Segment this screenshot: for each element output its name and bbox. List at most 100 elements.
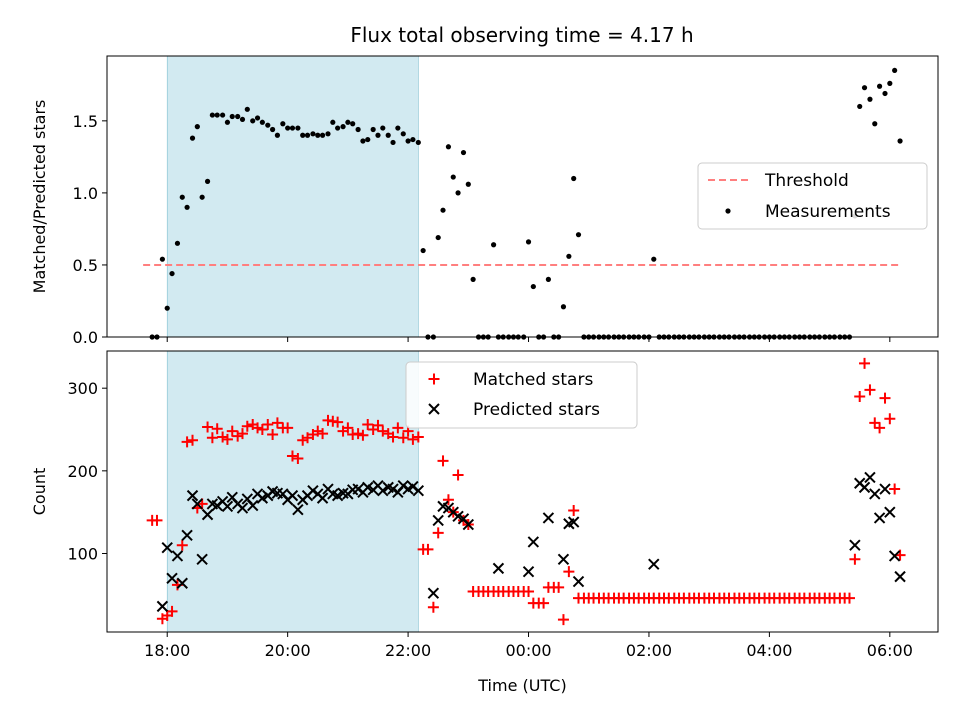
matched-point [297,434,309,446]
measurement-point [490,242,497,248]
matched-point [884,413,896,425]
y-axis-label: Matched/Predicted stars [30,100,49,294]
measurement-point [571,175,577,182]
matched-point [879,392,891,404]
predicted-point [161,541,173,554]
measurement-point [460,149,467,156]
x-tick-label: 04:00 [746,641,792,660]
matched-point [352,428,364,440]
measurement-point [345,119,351,125]
predicted-point [462,518,475,531]
matched-point [407,433,419,445]
matched-point [221,433,233,445]
matched-point [422,543,434,555]
matched-point [568,505,580,517]
predicted-point [894,570,906,583]
measurement-point [159,256,165,262]
matched-point [427,601,439,613]
measurement-point [209,112,215,118]
predicted-point [522,565,535,578]
measurement-point [310,131,316,137]
predicted-point [864,471,876,484]
measurement-point [250,118,256,124]
legend-box [697,162,928,230]
x-tick-label: 22:00 [385,641,431,660]
matched-point [432,527,444,539]
matched-point [271,417,283,429]
measurement-point [355,126,361,133]
axes-frame [106,55,939,338]
x-tick-label: 20:00 [265,641,311,660]
measurement-point [254,115,261,121]
measurement-point [330,119,336,125]
y-tick-label: 200 [67,462,98,481]
predicted-point [156,600,169,613]
y-tick-label: 100 [67,544,98,563]
x-tick-label: 06:00 [867,641,913,660]
measurement-point [861,85,868,91]
matched-point [392,422,404,434]
figure-title: Flux total observing time = 4.17 h [350,23,693,47]
legend-measurement-swatch [725,208,731,214]
predicted-point [186,489,199,502]
matched-point [557,614,569,626]
matched-point [864,384,876,396]
predicted-point [166,572,178,584]
predicted-point [879,483,891,495]
measurement-point [445,144,452,150]
matched-point [538,597,550,609]
matched-point [241,420,253,432]
count-legend: Matched stars Predicted stars [405,361,638,429]
x-axis-label: Time (UTC) [477,676,566,695]
measurement-point [410,136,416,143]
ratio-legend: Threshold Measurements [697,162,928,230]
measurement-point [892,67,898,74]
measurement-point [440,207,446,213]
matched-point [412,431,424,443]
measurement-point [390,139,396,146]
predicted-point [316,492,329,504]
predicted-point [432,514,444,527]
matched-point [452,469,464,481]
measurement-point [872,121,878,127]
predicted-point [221,500,234,513]
matched-point [397,432,409,444]
measurement-point [560,304,567,310]
measurement-point [876,83,883,89]
measurement-point [340,124,346,130]
measurement-point [395,125,401,131]
legend-matched-swatch [428,373,440,385]
matched-point [232,430,244,442]
predicted-point [171,550,184,562]
measurement-point [575,232,582,238]
predicted-point [888,550,901,562]
predicted-point [286,489,299,502]
measurement-point [285,125,291,131]
measurement-point [199,194,205,200]
legend-matched-label: Matched stars [473,370,593,390]
matched-point [262,419,274,431]
x-tick-label: 18:00 [144,641,190,660]
measurement-point [400,131,406,137]
matched-point [849,553,861,565]
measurement-point [169,270,175,277]
measurement-point [220,112,226,118]
predicted-point [884,506,896,518]
measurement-point [897,138,903,144]
predicted-point [873,512,886,524]
matched-point [206,432,218,444]
measurement-point [405,138,411,144]
y-tick-label: 1.0 [73,184,98,203]
matched-point [202,421,214,433]
predicted-point [352,483,364,495]
predicted-point [567,516,580,528]
measurement-point [274,132,281,138]
predicted-point [307,484,319,497]
measurement-point [184,204,190,210]
measurement-point [385,132,391,138]
matched-point [187,434,199,446]
measurement-point [857,103,863,110]
matched-point [256,424,268,436]
measurement-point [455,190,461,196]
predicted-point [557,553,570,565]
